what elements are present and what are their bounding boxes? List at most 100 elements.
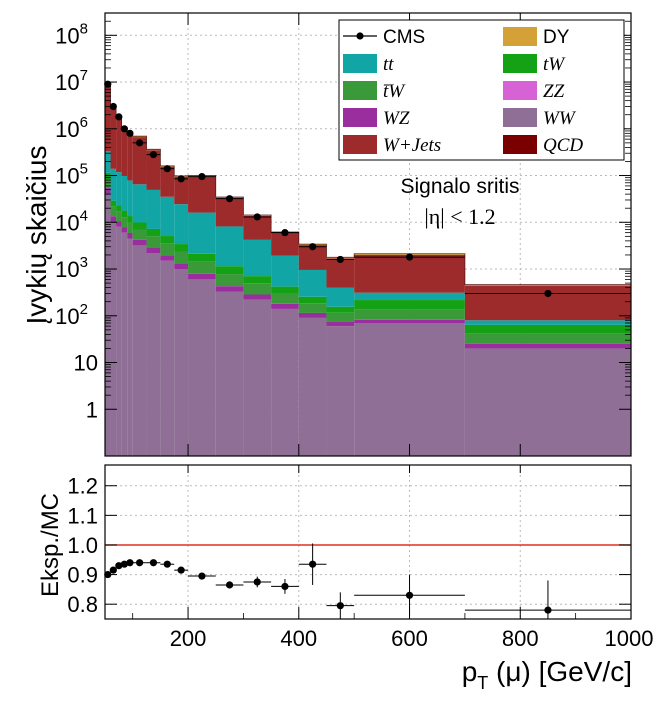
legend-swatch-dy xyxy=(503,27,537,46)
stack-bar-tw xyxy=(174,251,189,264)
legend-box xyxy=(338,19,625,161)
stack-bar-tw xyxy=(105,179,111,189)
stack-bar-tw xyxy=(354,309,465,320)
y-tick-label-base: 10 xyxy=(55,70,79,95)
stack-bar-wz xyxy=(132,239,147,246)
stack-bar-tw xyxy=(271,293,299,304)
stack-bar-ww xyxy=(326,326,355,456)
stack-bar-tw xyxy=(464,324,631,334)
x-axis-title-rest: (μ) [GeV/c] xyxy=(488,656,632,687)
y-tick-label-exponent: 2 xyxy=(80,301,88,318)
ratio-background xyxy=(105,465,631,619)
stack-bar-tw xyxy=(354,300,465,310)
stack-bar-tw xyxy=(110,206,117,217)
stack-bar-wz xyxy=(146,247,161,254)
stack-bar-tt xyxy=(146,189,161,229)
y-tick-label-exponent: 6 xyxy=(80,114,88,131)
ratio-point xyxy=(136,559,144,567)
data-point xyxy=(149,151,158,159)
stack-bar-tw xyxy=(121,217,128,228)
legend-label-cms: CMS xyxy=(383,27,425,48)
y-tick-label-base: 10 xyxy=(55,304,79,329)
ratio-points xyxy=(104,543,631,619)
y-tick-label-exponent: 3 xyxy=(80,254,88,271)
stack-bar-ww xyxy=(215,291,244,456)
stack-bar-wz xyxy=(215,286,244,292)
ratio-point xyxy=(309,560,317,568)
data-point xyxy=(309,243,317,251)
legend-label-ww: WW xyxy=(543,108,577,129)
y-tick-label-base: 10 xyxy=(55,164,79,189)
y-tick-label-base: 10 xyxy=(55,210,79,235)
stack-bar-tt xyxy=(110,168,117,201)
stack-bar-tt xyxy=(174,204,189,245)
ratio-x-tick-label: 1000 xyxy=(605,626,654,651)
y-tick-label-exponent: 4 xyxy=(80,207,88,224)
stack-bar-wjets xyxy=(243,215,272,240)
ratio-y-tick-label: 0.9 xyxy=(67,563,98,588)
y-tick-label-base: 1 xyxy=(86,397,98,422)
stack-bar-wz xyxy=(354,319,465,324)
legend-label-wjets: W+Jets xyxy=(383,135,441,156)
stack-bar-tt xyxy=(132,184,147,223)
stack-bar-wjets xyxy=(160,166,175,197)
data-point xyxy=(281,229,289,237)
ratio-point xyxy=(253,578,261,586)
ratio-y-tick-label: 1.2 xyxy=(67,474,98,499)
legend-swatch-tt xyxy=(343,54,377,73)
main-y-axis-title: Įvykių skaičius xyxy=(21,146,52,325)
stack-bar-wz xyxy=(298,312,327,318)
ratio-point xyxy=(405,591,414,599)
stack-bar-wz xyxy=(127,232,133,239)
legend-swatch-wjets xyxy=(343,135,377,154)
y-tick-label: 10 xyxy=(74,351,98,376)
stack-bar-tt xyxy=(105,151,111,173)
stack-bar-tt xyxy=(326,287,355,307)
stack-bar-wz xyxy=(116,221,122,227)
ratio-frame xyxy=(104,464,632,620)
stack-bar-tw xyxy=(116,205,122,212)
x-axis-title-main: p xyxy=(462,656,478,687)
stack-bar-tt xyxy=(243,239,272,277)
stack-bar-tt xyxy=(271,255,299,287)
stack-bar-tt xyxy=(160,196,175,237)
stack-bar-wjets xyxy=(174,176,189,205)
stack-bar-ww xyxy=(464,348,631,456)
x-axis-title-sub: T xyxy=(477,673,488,693)
stack-bar-wjets xyxy=(354,254,465,293)
y-tick-label: 107 xyxy=(55,67,88,95)
stack-bar-tw xyxy=(127,222,133,233)
stack-bar-tt xyxy=(298,269,327,297)
legend-label-tw: tW xyxy=(543,54,566,75)
stack-bar-ww xyxy=(146,253,161,456)
data-point xyxy=(177,175,185,183)
stack-bar-wjets xyxy=(146,150,161,190)
stack-bar-tt xyxy=(127,180,133,217)
stack-bar-ww xyxy=(174,269,189,456)
ratio-point xyxy=(149,559,158,567)
ratio-point xyxy=(115,562,123,570)
stack-bar-wjets xyxy=(132,137,147,185)
ratio-y-axis-title: Eksp./MC xyxy=(37,493,64,597)
ratio-x-tick-label: 800 xyxy=(502,626,539,651)
stack-bar-tw xyxy=(326,312,355,322)
legend-label-tt: tt xyxy=(383,54,394,75)
legend-cms-marker xyxy=(356,32,364,40)
stack-bar-wz xyxy=(105,188,111,195)
stack-bar-ww xyxy=(110,222,117,456)
ratio-panel: 0.8 0.9 1.0 1.1 1.2 200 400 600 800 1000 Eksp./M… xyxy=(37,464,654,693)
ratio-y-tick-label: 1.1 xyxy=(67,503,98,528)
stack-bar-wjets xyxy=(326,258,355,288)
stack-bar-tw xyxy=(215,266,244,275)
ratio-y-ticks: 0.8 0.9 1.0 1.1 1.2 xyxy=(67,474,631,617)
stack-bar-tw xyxy=(121,210,128,218)
legend-swatch-wz xyxy=(343,108,377,127)
y-tick-label: 105 xyxy=(55,161,88,189)
ratio-x-tick-label: 400 xyxy=(280,626,317,651)
stack-bar-dy xyxy=(132,136,147,138)
ratio-y-tick-label: 1.0 xyxy=(67,533,98,558)
legend-label-tw: t̄W xyxy=(383,81,406,102)
stack-bar-ww xyxy=(188,279,216,456)
stack-bar-wz xyxy=(271,303,299,309)
